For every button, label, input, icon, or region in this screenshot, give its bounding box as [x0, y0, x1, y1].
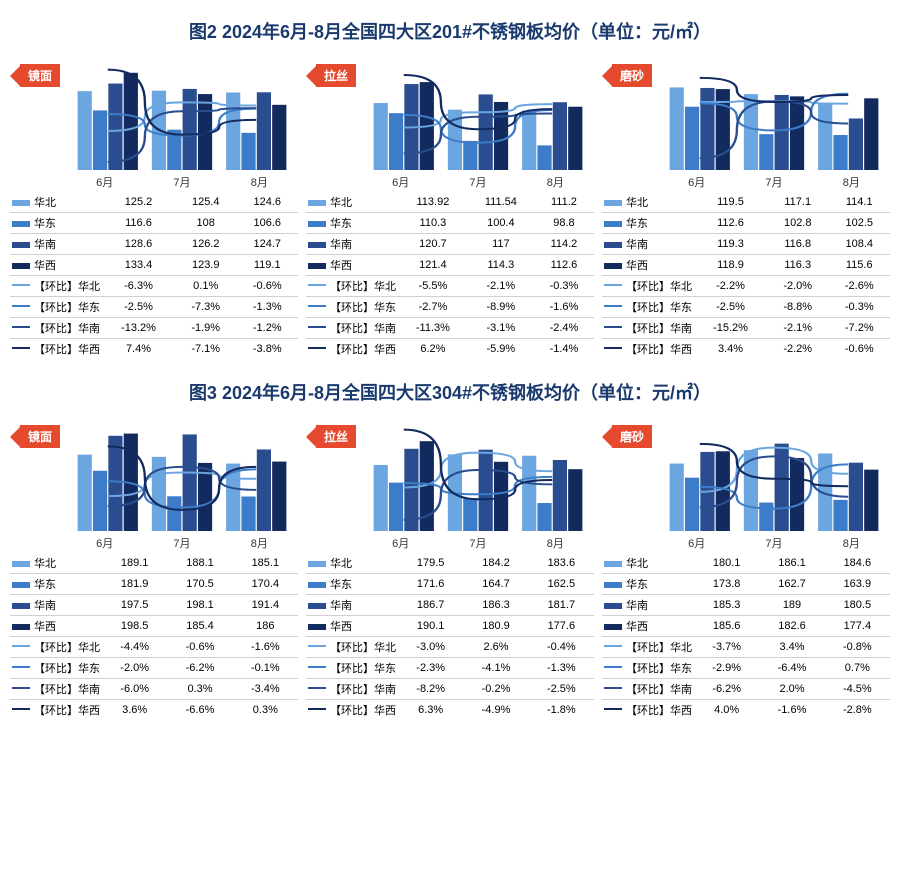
table-row: 华南186.7186.3181.7 [306, 595, 594, 616]
price-table: 华北113.92111.54111.2华东110.3100.498.8华南120… [306, 192, 594, 359]
table-row: 华西190.1180.9177.6 [306, 616, 594, 637]
chart-panel: 镜面 6月7月8月华北125.2125.4124.6华东116.6108106.6… [10, 54, 298, 359]
price-table: 华北179.5184.2183.6华东171.6164.7162.5华南186.… [306, 553, 594, 720]
x-axis-labels: 6月7月8月 [10, 535, 298, 551]
table-row: 华西133.4123.9119.1 [10, 255, 298, 276]
chart-panel: 镜面 6月7月8月华北189.1188.1185.1华东181.9170.5170… [10, 415, 298, 720]
table-row: 华东116.6108106.6 [10, 213, 298, 234]
table-row: 华北113.92111.54111.2 [306, 192, 594, 213]
panel-badge: 镜面 [10, 425, 60, 448]
x-axis-labels: 6月7月8月 [306, 535, 594, 551]
combo-chart [658, 415, 890, 535]
table-row: 华北180.1186.1184.6 [602, 553, 890, 574]
table-row: 华西118.9116.3115.6 [602, 255, 890, 276]
panel-badge: 拉丝 [306, 425, 356, 448]
table-row: 华东112.6102.8102.5 [602, 213, 890, 234]
table-row: 【环比】华南-11.3%-3.1%-2.4% [306, 318, 594, 339]
table-row: 【环比】华北-3.7%3.4%-0.8% [602, 637, 890, 658]
combo-chart [362, 415, 594, 535]
table-row: 华南185.3189180.5 [602, 595, 890, 616]
table-row: 华北189.1188.1185.1 [10, 553, 298, 574]
table-row: 华北125.2125.4124.6 [10, 192, 298, 213]
table-row: 【环比】华南-8.2%-0.2%-2.5% [306, 679, 594, 700]
table-row: 【环比】华东-2.7%-8.9%-1.6% [306, 297, 594, 318]
chart-panel: 磨砂 6月7月8月华北119.5117.1114.1华东112.6102.8102… [602, 54, 890, 359]
table-row: 华东171.6164.7162.5 [306, 574, 594, 595]
combo-chart [66, 415, 298, 535]
table-row: 【环比】华南-15.2%-2.1%-7.2% [602, 318, 890, 339]
table-row: 【环比】华西6.3%-4.9%-1.8% [306, 700, 594, 721]
table-row: 【环比】华东-2.9%-6.4%0.7% [602, 658, 890, 679]
table-row: 华南197.5198.1191.4 [10, 595, 298, 616]
table-row: 华西185.6182.6177.4 [602, 616, 890, 637]
table-row: 【环比】华北-2.2%-2.0%-2.6% [602, 276, 890, 297]
table-row: 【环比】华东-2.3%-4.1%-1.3% [306, 658, 594, 679]
figure-title: 图3 2024年6月-8月全国四大区304#不锈钢板均价（单位：元/㎡） [10, 379, 890, 405]
table-row: 【环比】华南-6.0%0.3%-3.4% [10, 679, 298, 700]
price-table: 华北180.1186.1184.6华东173.8162.7163.9华南185.… [602, 553, 890, 720]
table-row: 华西121.4114.3112.6 [306, 255, 594, 276]
x-axis-labels: 6月7月8月 [306, 174, 594, 190]
table-row: 【环比】华东-2.5%-7.3%-1.3% [10, 297, 298, 318]
x-axis-labels: 6月7月8月 [602, 535, 890, 551]
chart-panel: 拉丝 6月7月8月华北179.5184.2183.6华东171.6164.7162… [306, 415, 594, 720]
figure-title: 图2 2024年6月-8月全国四大区201#不锈钢板均价（单位：元/㎡） [10, 18, 890, 44]
panel-badge: 磨砂 [602, 64, 652, 87]
table-row: 华南119.3116.8108.4 [602, 234, 890, 255]
table-row: 【环比】华东-2.5%-8.8%-0.3% [602, 297, 890, 318]
price-table: 华北119.5117.1114.1华东112.6102.8102.5华南119.… [602, 192, 890, 359]
chart-panel: 拉丝 6月7月8月华北113.92111.54111.2华东110.3100.49… [306, 54, 594, 359]
table-row: 华南128.6126.2124.7 [10, 234, 298, 255]
table-row: 【环比】华西6.2%-5.9%-1.4% [306, 339, 594, 360]
table-row: 华南120.7117114.2 [306, 234, 594, 255]
table-row: 华北119.5117.1114.1 [602, 192, 890, 213]
table-row: 【环比】华北-6.3%0.1%-0.6% [10, 276, 298, 297]
table-row: 华东181.9170.5170.4 [10, 574, 298, 595]
table-row: 华东173.8162.7163.9 [602, 574, 890, 595]
table-row: 【环比】华南-13.2%-1.9%-1.2% [10, 318, 298, 339]
combo-chart [658, 54, 890, 174]
table-row: 【环比】华东-2.0%-6.2%-0.1% [10, 658, 298, 679]
table-row: 【环比】华西4.0%-1.6%-2.8% [602, 700, 890, 721]
figure-row: 镜面6月7月8月华北189.1188.1185.1华东181.9170.5170… [10, 415, 890, 720]
panel-badge: 磨砂 [602, 425, 652, 448]
price-table: 华北125.2125.4124.6华东116.6108106.6华南128.61… [10, 192, 298, 359]
combo-chart [66, 54, 298, 174]
table-row: 华北179.5184.2183.6 [306, 553, 594, 574]
table-row: 【环比】华北-4.4%-0.6%-1.6% [10, 637, 298, 658]
combo-chart [362, 54, 594, 174]
table-row: 【环比】华北-5.5%-2.1%-0.3% [306, 276, 594, 297]
x-axis-labels: 6月7月8月 [10, 174, 298, 190]
table-row: 华东110.3100.498.8 [306, 213, 594, 234]
table-row: 华西198.5185.4186 [10, 616, 298, 637]
chart-panel: 磨砂 6月7月8月华北180.1186.1184.6华东173.8162.7163… [602, 415, 890, 720]
figure-row: 镜面6月7月8月华北125.2125.4124.6华东116.6108106.6… [10, 54, 890, 359]
table-row: 【环比】华北-3.0%2.6%-0.4% [306, 637, 594, 658]
x-axis-labels: 6月7月8月 [602, 174, 890, 190]
table-row: 【环比】华西3.4%-2.2%-0.6% [602, 339, 890, 360]
table-row: 【环比】华南-6.2%2.0%-4.5% [602, 679, 890, 700]
table-row: 【环比】华西3.6%-6.6%0.3% [10, 700, 298, 721]
panel-badge: 镜面 [10, 64, 60, 87]
table-row: 【环比】华西7.4%-7.1%-3.8% [10, 339, 298, 360]
price-table: 华北189.1188.1185.1华东181.9170.5170.4华南197.… [10, 553, 298, 720]
panel-badge: 拉丝 [306, 64, 356, 87]
